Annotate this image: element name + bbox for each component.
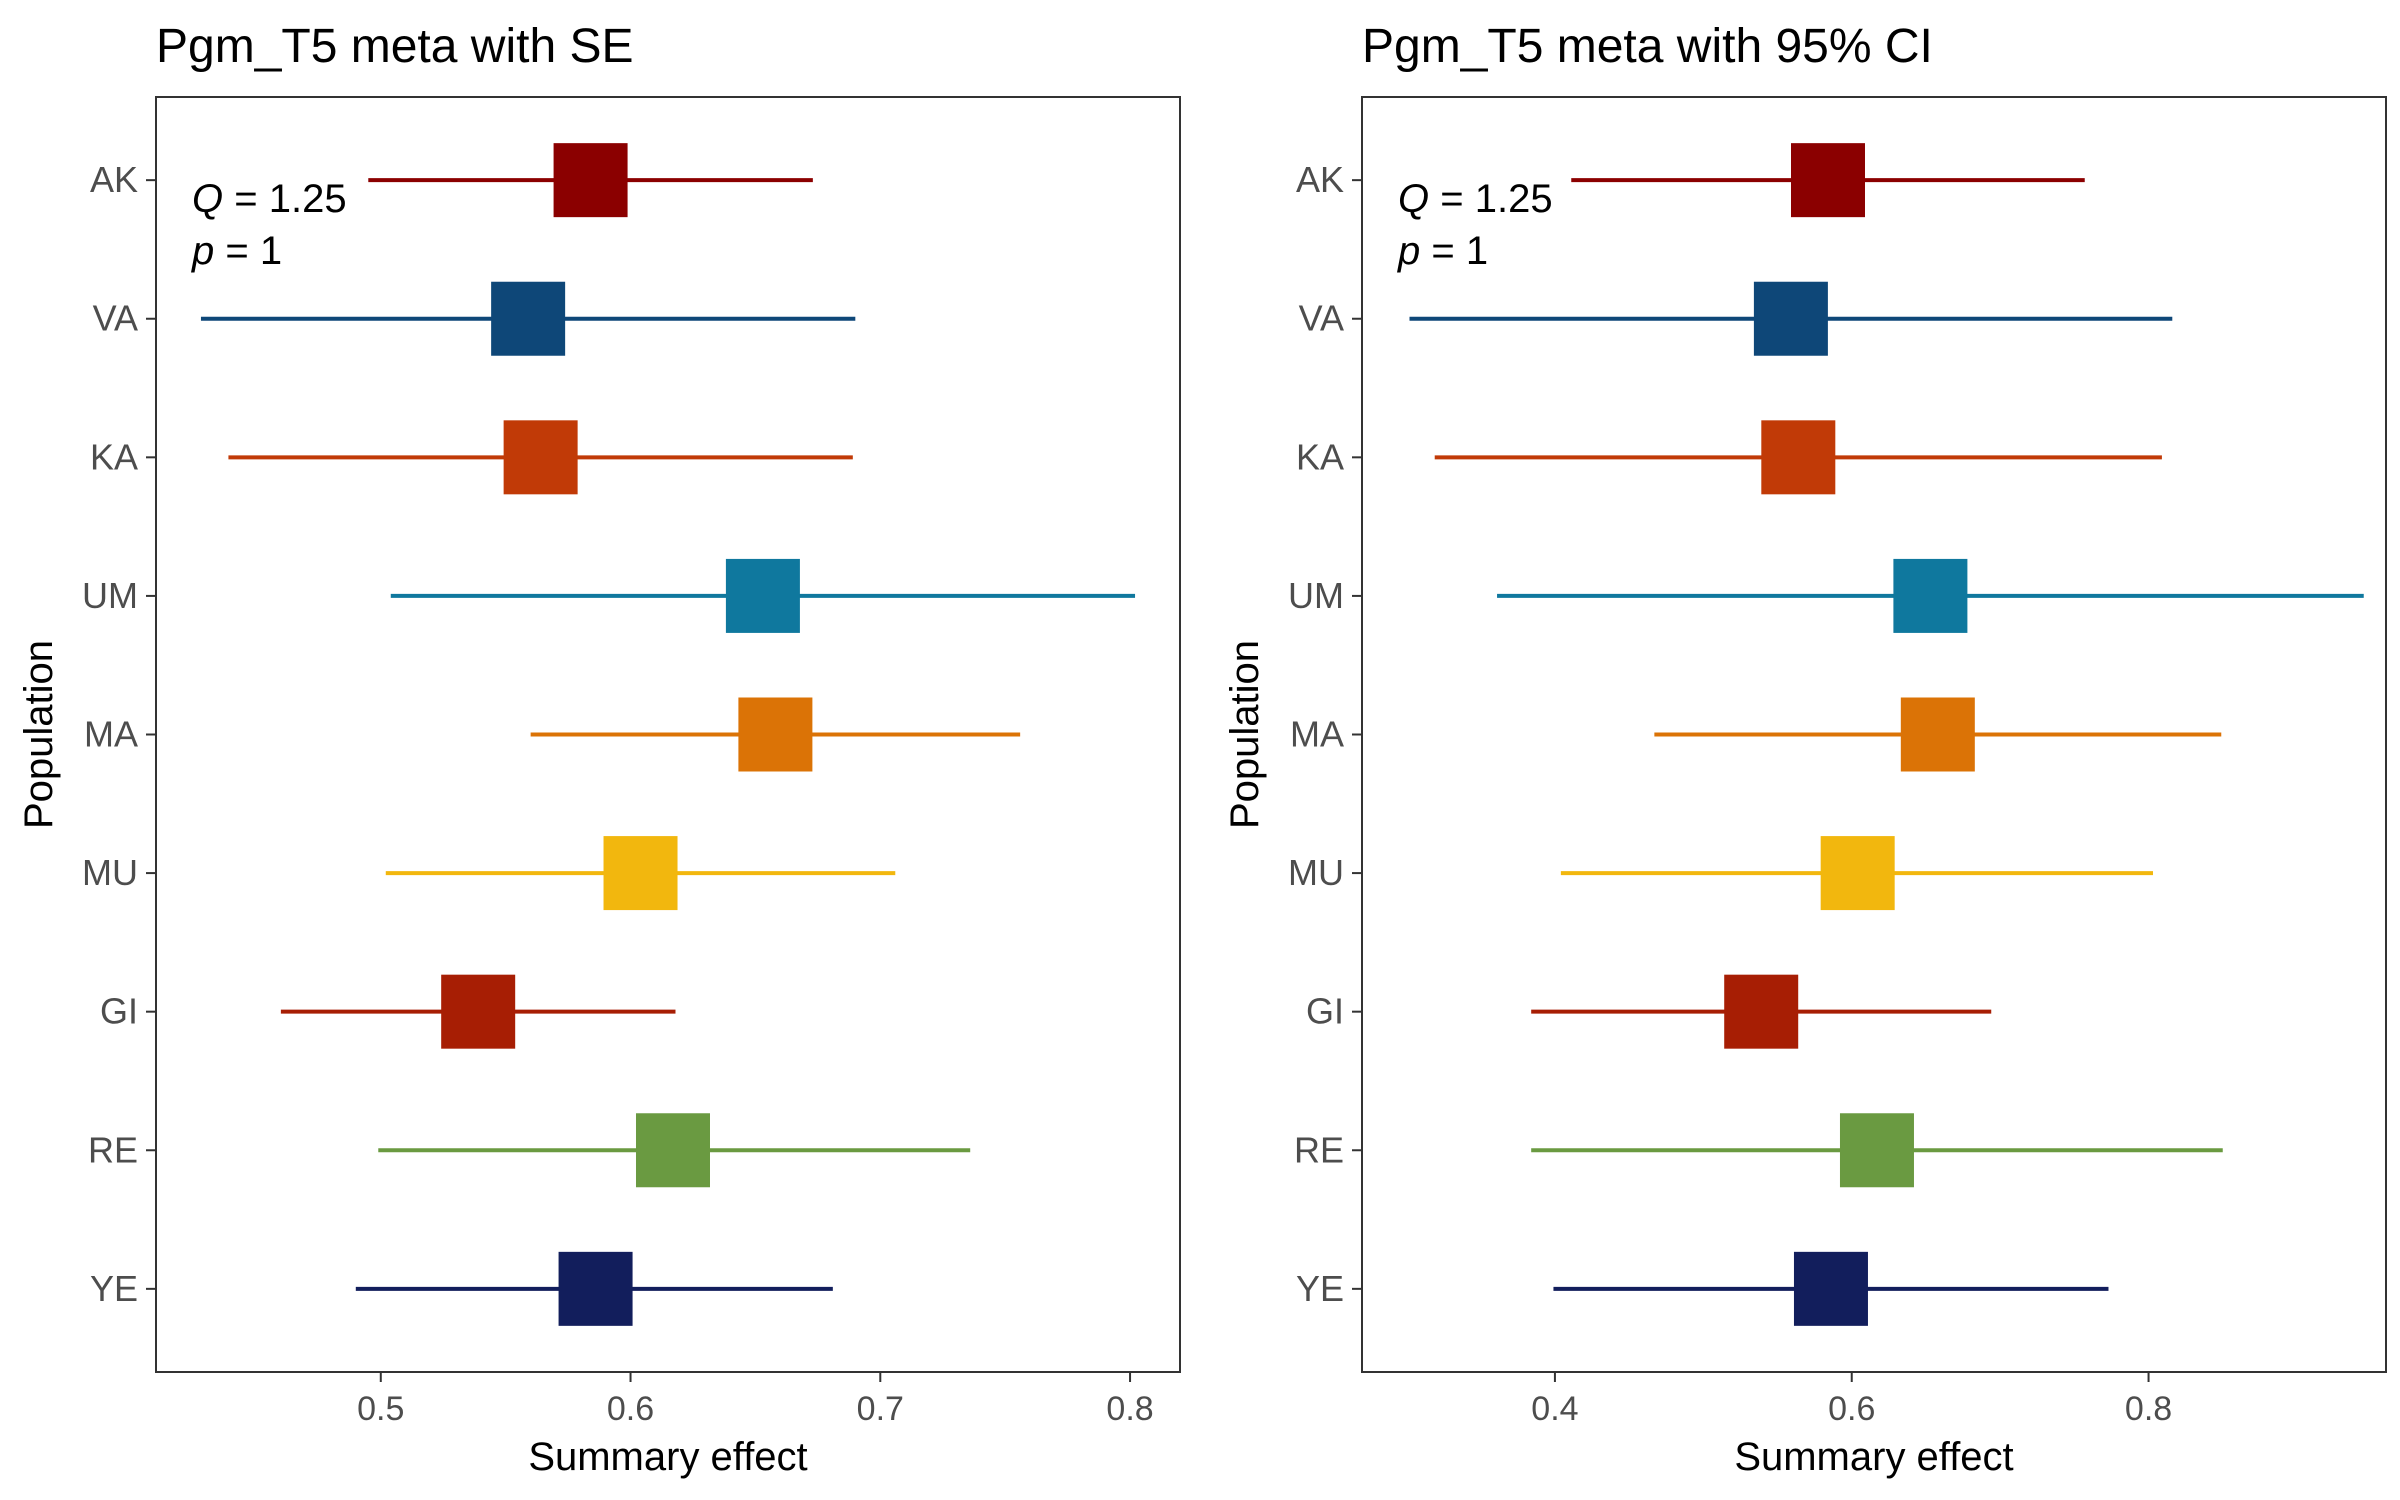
point-estimate-KA bbox=[1761, 420, 1836, 495]
y-tick-label: YE bbox=[90, 1268, 138, 1309]
x-axis-title: Summary effect bbox=[528, 1435, 807, 1479]
y-tick-label: MA bbox=[84, 714, 138, 755]
forest-panel-1: Pgm_T5 meta with SE AK VA KA UM MA MU GI RE YE 0.5… bbox=[17, 20, 1181, 1479]
x-tick-label: 0.6 bbox=[1828, 1390, 1875, 1428]
y-tick-label: UM bbox=[82, 575, 138, 616]
p-value-annotation: p = 1 bbox=[1397, 229, 1488, 273]
point-estimate-MU bbox=[603, 836, 678, 911]
y-axis-title: Population bbox=[17, 640, 61, 829]
y-axis-title: Population bbox=[1223, 640, 1267, 829]
point-estimate-GI bbox=[441, 974, 516, 1049]
y-tick-label: VA bbox=[1299, 298, 1344, 339]
y-tick-label: YE bbox=[1296, 1268, 1344, 1309]
x-tick-label: 0.7 bbox=[857, 1390, 904, 1428]
x-tick-label: 0.5 bbox=[357, 1390, 404, 1428]
y-tick-label: RE bbox=[1294, 1129, 1344, 1170]
q-statistic-annotation: Q = 1.25 bbox=[192, 177, 347, 221]
y-tick-label: GI bbox=[100, 991, 138, 1032]
p-value-annotation: p = 1 bbox=[191, 229, 282, 273]
y-tick-label: AK bbox=[1296, 159, 1344, 200]
y-tick-label: AK bbox=[90, 159, 138, 200]
y-tick-label: MU bbox=[82, 852, 138, 893]
point-estimate-MA bbox=[738, 697, 813, 772]
y-tick-label: KA bbox=[90, 436, 138, 477]
y-tick-label: GI bbox=[1306, 991, 1344, 1032]
x-tick-label: 0.8 bbox=[2125, 1390, 2172, 1428]
x-tick-label: 0.8 bbox=[1106, 1390, 1153, 1428]
y-tick-label: UM bbox=[1288, 575, 1344, 616]
x-tick-label: 0.6 bbox=[607, 1390, 654, 1428]
forest-panel-2: Pgm_T5 meta with 95% CI AK VA KA UM MA MU GI RE Y… bbox=[1223, 20, 2387, 1479]
chart-title: Pgm_T5 meta with 95% CI bbox=[1362, 20, 1933, 73]
x-tick-label: 0.4 bbox=[1531, 1390, 1578, 1428]
y-tick-label: MU bbox=[1288, 852, 1344, 893]
point-estimate-YE bbox=[558, 1251, 633, 1326]
point-estimate-VA bbox=[491, 281, 566, 356]
point-estimate-RE bbox=[1839, 1113, 1914, 1188]
x-axis-title: Summary effect bbox=[1734, 1435, 2013, 1479]
point-estimate-VA bbox=[1753, 281, 1828, 356]
point-estimate-YE bbox=[1793, 1251, 1868, 1326]
point-estimate-RE bbox=[635, 1113, 710, 1188]
y-tick-label: KA bbox=[1296, 436, 1344, 477]
point-estimate-MU bbox=[1820, 836, 1895, 911]
y-tick-label: MA bbox=[1290, 714, 1344, 755]
chart-title: Pgm_T5 meta with SE bbox=[156, 20, 634, 73]
point-estimate-UM bbox=[725, 558, 800, 633]
point-estimate-AK bbox=[553, 143, 628, 218]
point-estimate-MA bbox=[1900, 697, 1975, 772]
point-estimate-GI bbox=[1724, 974, 1799, 1049]
y-tick-label: RE bbox=[88, 1129, 138, 1170]
point-estimate-AK bbox=[1790, 143, 1865, 218]
point-estimate-UM bbox=[1893, 558, 1968, 633]
y-tick-label: VA bbox=[93, 298, 138, 339]
q-statistic-annotation: Q = 1.25 bbox=[1398, 177, 1553, 221]
point-estimate-KA bbox=[503, 420, 578, 495]
